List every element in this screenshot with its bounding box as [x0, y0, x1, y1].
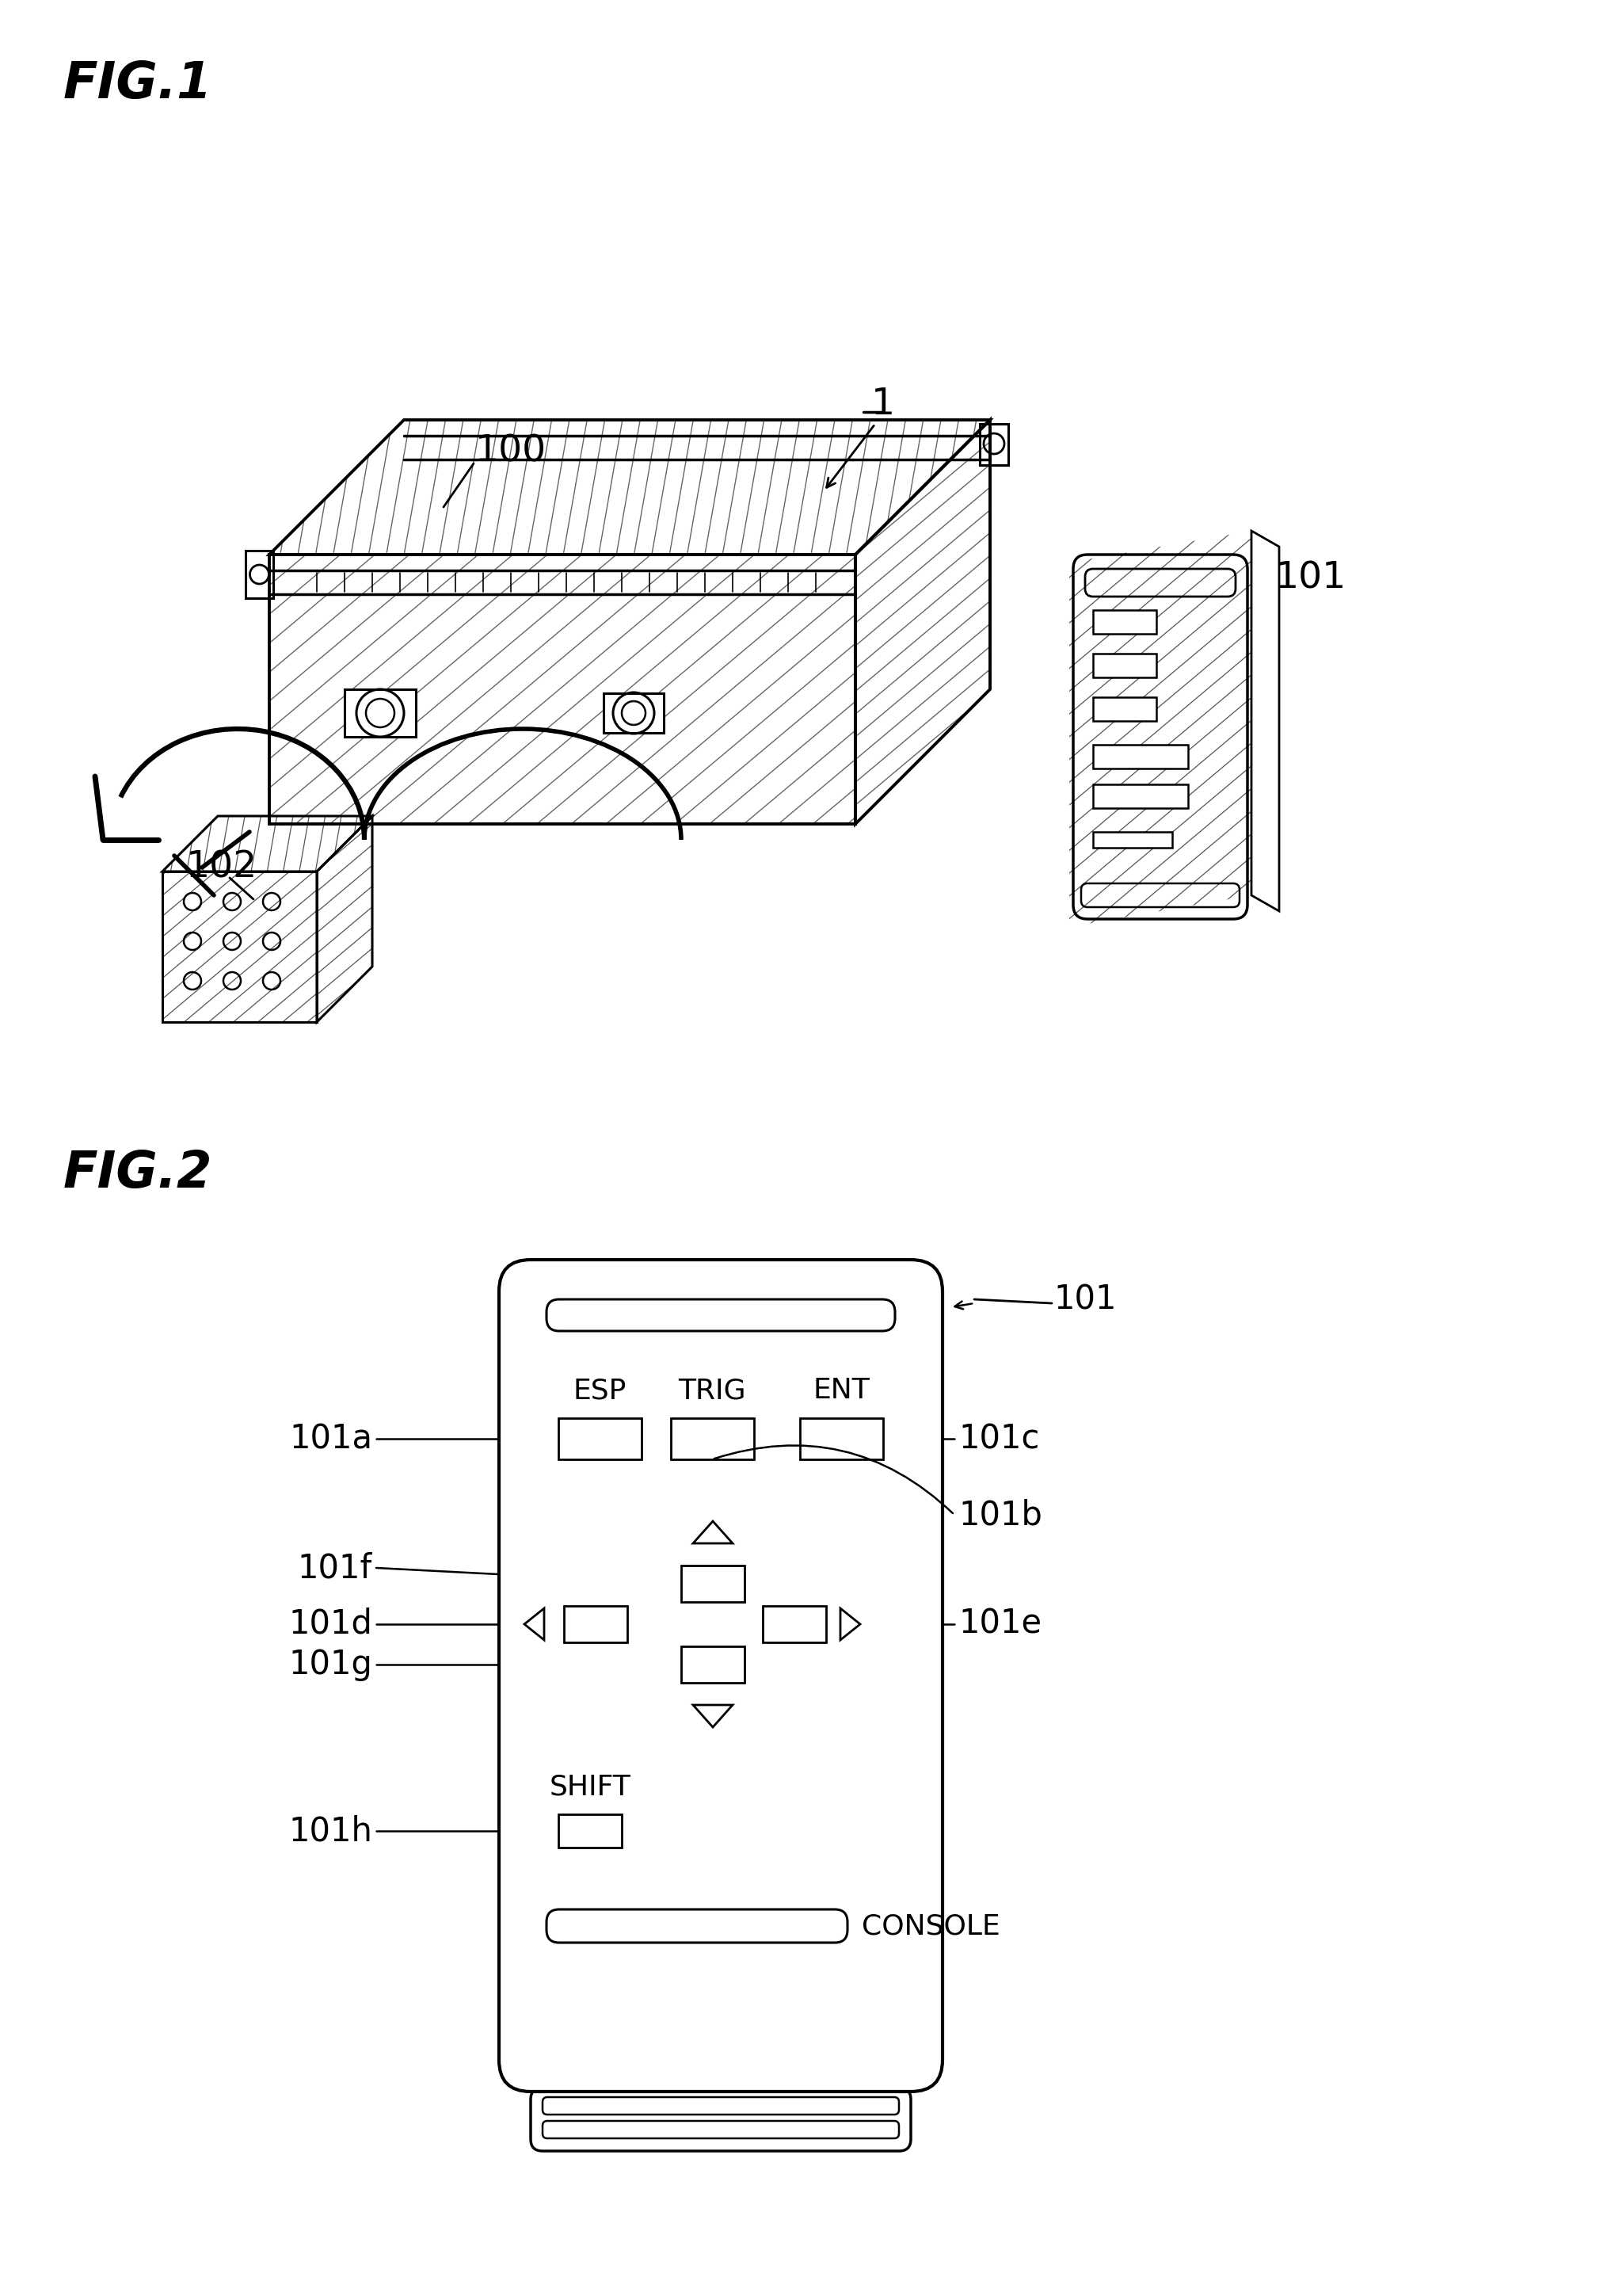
Polygon shape [269, 556, 855, 824]
Polygon shape [1252, 530, 1279, 912]
Bar [1092, 654, 1157, 677]
Bar [604, 693, 664, 732]
Polygon shape [269, 420, 991, 556]
Polygon shape [855, 420, 991, 824]
Polygon shape [163, 872, 317, 1022]
Polygon shape [317, 815, 372, 1022]
Bar [345, 689, 416, 737]
Bar [979, 425, 1008, 466]
Text: ESP: ESP [574, 1378, 627, 1403]
Text: 101a: 101a [288, 1421, 372, 1456]
Bar [670, 1419, 754, 1460]
Text: ENT: ENT [812, 1378, 870, 1403]
Text: TRIG: TRIG [678, 1378, 746, 1403]
Text: 101h: 101h [288, 1814, 372, 1848]
Polygon shape [163, 815, 372, 872]
Text: 101g: 101g [288, 1649, 372, 1681]
Bar [1092, 785, 1187, 808]
Bar [559, 1814, 622, 1848]
Bar [559, 1419, 641, 1460]
Bar [1092, 698, 1157, 721]
Bar [1092, 744, 1187, 769]
Text: 101f: 101f [298, 1552, 372, 1584]
Text: 101e: 101e [959, 1607, 1042, 1642]
Text: 101b: 101b [959, 1499, 1042, 1531]
Bar [564, 1605, 627, 1642]
FancyArrowPatch shape [714, 1446, 952, 1513]
Text: 101: 101 [1276, 560, 1347, 597]
Bar [681, 1566, 744, 1603]
Bar [762, 1605, 826, 1642]
Bar [1092, 831, 1173, 847]
FancyBboxPatch shape [530, 2087, 910, 2151]
Text: 102: 102 [187, 850, 258, 886]
Text: 101d: 101d [288, 1607, 372, 1642]
Bar [801, 1419, 883, 1460]
Text: FIG.1: FIG.1 [63, 60, 213, 108]
Polygon shape [1070, 530, 1252, 928]
Text: SHIFT: SHIFT [549, 1773, 632, 1800]
Bar [1092, 611, 1157, 634]
Bar [245, 551, 274, 599]
Text: CONSOLE: CONSOLE [862, 1913, 1000, 1940]
Text: 101: 101 [1054, 1283, 1116, 1316]
Bar [681, 1646, 744, 1683]
Text: 100: 100 [475, 434, 546, 468]
Text: FIG.2: FIG.2 [63, 1148, 213, 1199]
FancyBboxPatch shape [499, 1261, 942, 2092]
Text: 1: 1 [872, 386, 896, 422]
Text: 101c: 101c [959, 1421, 1039, 1456]
